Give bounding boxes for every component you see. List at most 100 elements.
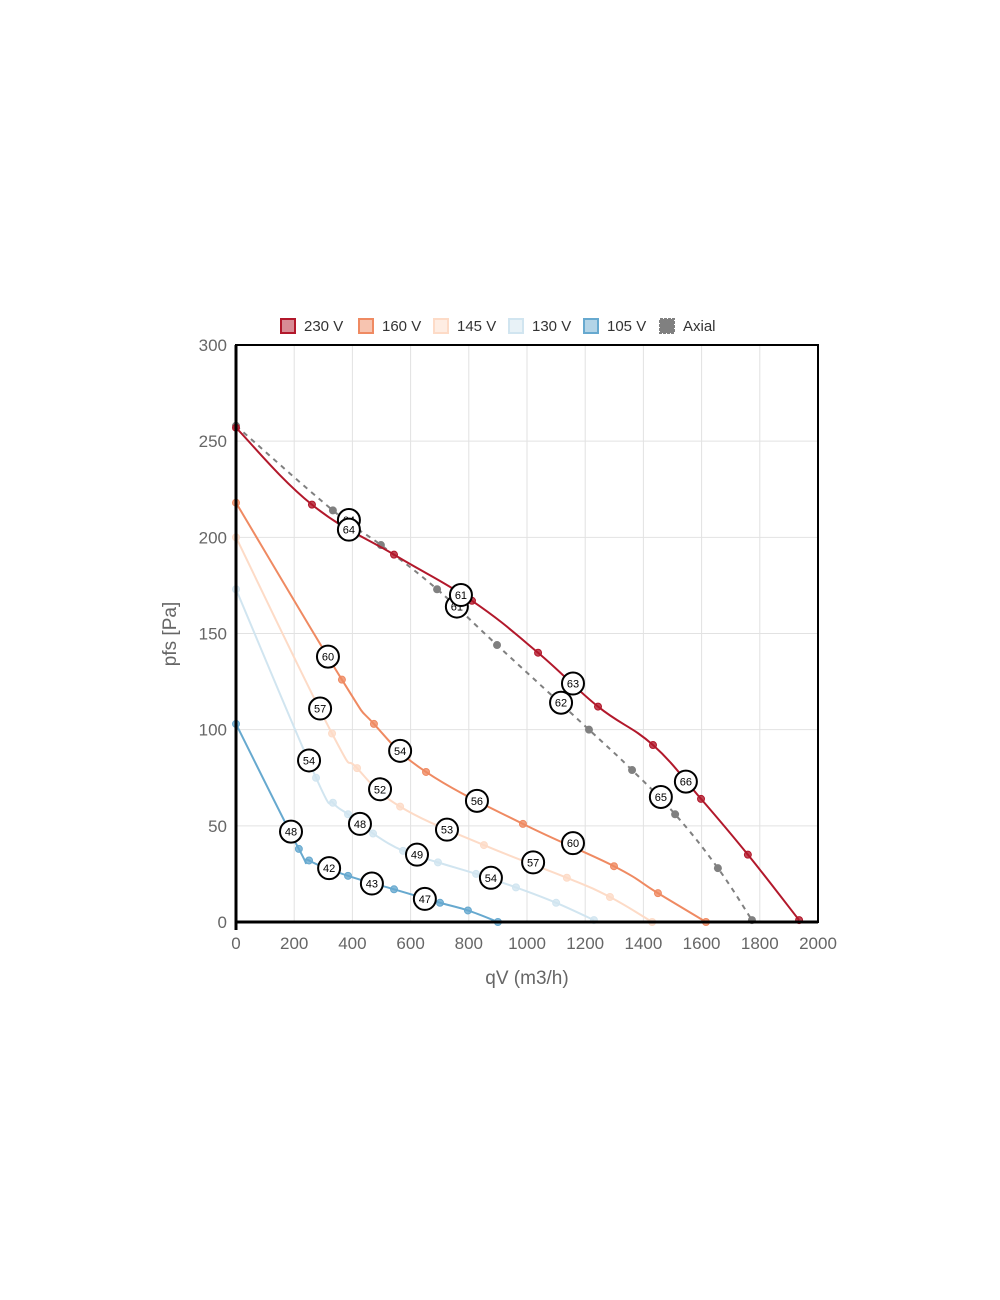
efficiency-label: 48: [278, 819, 303, 844]
label-text: 62: [555, 698, 567, 710]
data-point: [562, 873, 571, 882]
y-axis-title: pfs [Pa]: [160, 602, 181, 666]
series-160v: [232, 498, 710, 926]
legend-swatch: [280, 318, 296, 334]
label-text: 49: [411, 850, 423, 862]
efficiency-label: 49: [405, 842, 430, 867]
data-point: [628, 766, 637, 775]
label-circle: [560, 671, 585, 696]
legend-item[interactable]: 160 V: [358, 318, 421, 335]
legend-item[interactable]: 105 V: [583, 318, 646, 335]
efficiency-label: 60: [315, 644, 340, 669]
label-text: 54: [394, 746, 406, 758]
data-point: [369, 829, 378, 838]
series-230v: [232, 423, 804, 925]
label-circle: [549, 690, 574, 715]
label-text: 43: [366, 879, 378, 891]
efficiency-label: 47: [412, 886, 437, 911]
label-circle: [368, 777, 393, 802]
label-circle: [673, 769, 698, 794]
label-text: 48: [354, 819, 366, 831]
legend-swatch: [508, 318, 524, 334]
data-point: [390, 885, 399, 894]
x-tick-label: 800: [455, 934, 483, 953]
legend-swatch: [433, 318, 449, 334]
efficiency-label: 56: [464, 788, 489, 813]
legend[interactable]: 230 V 160 V 145 V 130 V 105 V Axial: [280, 318, 716, 335]
efficiency-label: 54: [388, 738, 413, 763]
grid: [235, 344, 819, 923]
data-point: [511, 883, 520, 892]
efficiency-label: 43: [359, 871, 384, 896]
data-point: [552, 898, 561, 907]
data-point: [671, 810, 680, 819]
data-point: [328, 798, 337, 807]
label-text: 66: [680, 777, 692, 789]
x-tick-label: 1000: [508, 934, 546, 953]
data-point: [328, 729, 337, 738]
x-tick-label: 600: [396, 934, 424, 953]
legend-item[interactable]: 130 V: [508, 318, 571, 335]
data-point: [433, 858, 442, 867]
legend-item[interactable]: 145 V: [433, 318, 496, 335]
legend-label: 145 V: [457, 318, 496, 335]
data-point: [584, 725, 593, 734]
label-circle: [359, 871, 384, 896]
y-tick-label: 0: [218, 913, 227, 932]
x-tick-label: 200: [280, 934, 308, 953]
label-circle: [478, 865, 503, 890]
efficiency-label: 53: [434, 817, 459, 842]
efficiency-label: 48: [347, 811, 372, 836]
legend-label: 230 V: [304, 318, 343, 335]
label-circle: [434, 817, 459, 842]
label-text: 60: [567, 838, 579, 850]
x-tick-label: 1200: [566, 934, 604, 953]
y-tick-label: 150: [199, 625, 227, 644]
legend-label: 160 V: [382, 318, 421, 335]
x-tick-label: 1600: [683, 934, 721, 953]
data-point: [605, 892, 614, 901]
label-text: 64: [343, 525, 355, 537]
label-text: 57: [527, 857, 539, 869]
label-text: 60: [322, 652, 334, 664]
data-point: [610, 862, 619, 871]
efficiency-label: 61: [448, 583, 473, 608]
label-text: 56: [471, 796, 483, 808]
series-line: [235, 723, 499, 923]
x-tick-label: 2000: [799, 934, 837, 953]
efficiency-label: 66: [673, 769, 698, 794]
data-point: [594, 702, 603, 711]
series-line: [235, 425, 753, 921]
label-circle: [464, 788, 489, 813]
x-tick-label: 1400: [624, 934, 662, 953]
legend-item[interactable]: 230 V: [280, 318, 343, 335]
label-circle: [448, 583, 473, 608]
data-point: [743, 850, 752, 859]
label-text: 52: [374, 784, 386, 796]
legend-swatch: [659, 318, 675, 334]
legend-item[interactable]: Axial: [659, 318, 716, 335]
series-105v: [232, 719, 502, 926]
label-text: 53: [441, 825, 453, 837]
data-point: [493, 641, 502, 650]
label-circle: [648, 784, 673, 809]
efficiency-label: 57: [308, 696, 333, 721]
x-tick-label: 0: [231, 934, 240, 953]
data-point: [353, 764, 362, 773]
legend-swatch: [358, 318, 374, 334]
data-point: [479, 841, 488, 850]
legend-label: Axial: [683, 318, 716, 335]
data-point: [307, 500, 316, 509]
efficiency-label: 57: [521, 850, 546, 875]
y-tick-label: 300: [199, 336, 227, 355]
data-point: [518, 819, 527, 828]
label-circle: [315, 644, 340, 669]
data-point: [312, 773, 321, 782]
label-circle: [412, 886, 437, 911]
label-circle: [336, 517, 361, 542]
x-tick-label: 400: [338, 934, 366, 953]
label-circle: [521, 850, 546, 875]
efficiency-label: 65: [648, 784, 673, 809]
y-tick-label: 100: [199, 721, 227, 740]
